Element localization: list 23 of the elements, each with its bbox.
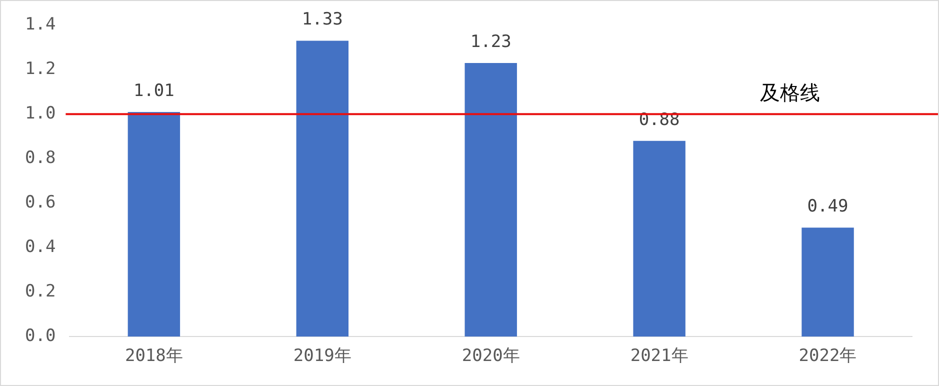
data-label: 0.49 [807, 196, 848, 217]
data-label: 1.33 [302, 10, 343, 30]
bar [296, 40, 349, 337]
data-label: 1.01 [133, 80, 174, 101]
bar [633, 140, 686, 337]
y-tick-label: 0.4 [24, 237, 56, 258]
x-tick-label: 2019年 [293, 346, 352, 366]
x-tick-label: 2022年 [798, 346, 857, 366]
bar [128, 112, 180, 337]
y-tick-label: 0.0 [24, 326, 56, 346]
y-tick-label: 0.6 [24, 192, 56, 213]
bar [802, 228, 854, 337]
y-tick-label: 1.4 [24, 14, 56, 35]
ref-line-label: 及格线 [760, 80, 820, 104]
x-tick-label: 2020年 [462, 346, 520, 366]
x-tick-label: 2021年 [630, 346, 688, 366]
y-tick-label: 1.2 [24, 59, 56, 80]
x-tick-label: 2018年 [124, 346, 183, 366]
data-label: 1.23 [470, 32, 512, 52]
y-tick-label: 0.2 [24, 282, 56, 302]
bar [464, 63, 517, 337]
y-tick-label: 0.8 [24, 148, 56, 168]
y-tick-label: 1.0 [24, 104, 56, 124]
